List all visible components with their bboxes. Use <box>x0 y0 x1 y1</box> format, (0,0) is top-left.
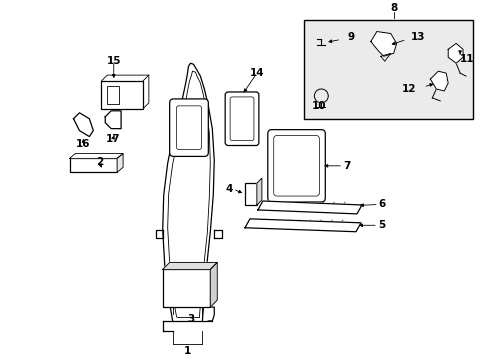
Text: 10: 10 <box>311 101 325 111</box>
Polygon shape <box>117 153 123 172</box>
Text: 17: 17 <box>105 134 120 144</box>
Text: 7: 7 <box>343 161 350 171</box>
Polygon shape <box>429 71 447 91</box>
Text: 16: 16 <box>76 139 90 149</box>
FancyBboxPatch shape <box>230 97 253 140</box>
FancyBboxPatch shape <box>267 130 325 202</box>
Text: 15: 15 <box>106 56 121 66</box>
Polygon shape <box>257 201 361 214</box>
Polygon shape <box>210 262 217 307</box>
Bar <box>244 183 256 205</box>
Bar <box>163 269 210 307</box>
Text: 13: 13 <box>410 32 424 42</box>
Polygon shape <box>105 111 121 129</box>
FancyBboxPatch shape <box>169 99 208 156</box>
Polygon shape <box>73 113 93 136</box>
Text: 6: 6 <box>378 199 385 210</box>
Bar <box>304 19 472 119</box>
Text: 5: 5 <box>377 220 384 230</box>
Text: 14: 14 <box>249 68 264 78</box>
Polygon shape <box>163 262 217 269</box>
Text: 3: 3 <box>186 314 194 324</box>
Text: 11: 11 <box>459 54 474 64</box>
Bar <box>69 158 117 172</box>
FancyBboxPatch shape <box>273 136 319 196</box>
FancyBboxPatch shape <box>224 92 258 145</box>
Text: 12: 12 <box>401 84 416 94</box>
Polygon shape <box>256 178 261 205</box>
Text: 8: 8 <box>389 3 396 13</box>
Bar <box>101 81 142 109</box>
FancyBboxPatch shape <box>176 106 201 149</box>
Text: 2: 2 <box>96 157 102 167</box>
Text: 1: 1 <box>183 346 191 356</box>
Text: 9: 9 <box>346 32 353 42</box>
Text: 4: 4 <box>225 184 233 194</box>
Polygon shape <box>447 44 462 63</box>
Polygon shape <box>244 219 360 232</box>
Bar <box>107 86 119 104</box>
Polygon shape <box>370 32 396 56</box>
Polygon shape <box>69 153 123 158</box>
